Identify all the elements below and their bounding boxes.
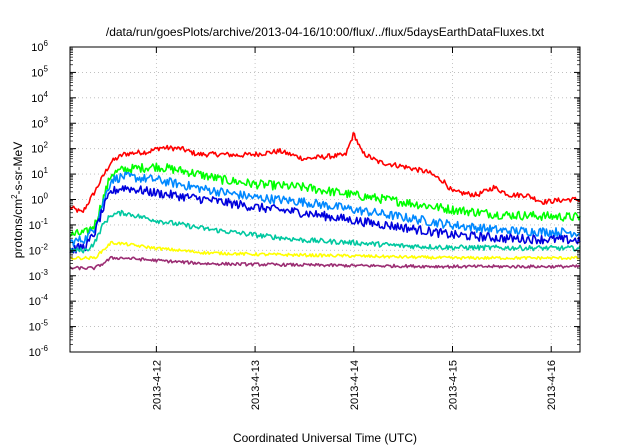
y-tick-base: 10 bbox=[31, 195, 43, 207]
y-tick-base: 10 bbox=[29, 271, 41, 283]
chart-title: /data/run/goesPlots/archive/2013-04-16/1… bbox=[106, 25, 545, 39]
x-axis-title: Coordinated Universal Time (UTC) bbox=[233, 431, 417, 445]
y-tick-exponent: -3 bbox=[41, 268, 49, 277]
y-tick-base: 10 bbox=[29, 245, 41, 257]
series-line-4 bbox=[69, 209, 581, 254]
y-tick-label: 10-6 bbox=[29, 344, 49, 359]
y-tick-label: 100 bbox=[31, 192, 48, 207]
y-tick-base: 10 bbox=[31, 169, 43, 181]
y-tick-base: 10 bbox=[29, 296, 41, 308]
y-tick-label: 10-4 bbox=[29, 293, 49, 308]
y-tick-label: 10-5 bbox=[29, 319, 49, 334]
series-line-0 bbox=[69, 132, 581, 213]
y-tick-base: 10 bbox=[31, 144, 43, 156]
y-axis-title-prefix: protons/cm bbox=[11, 199, 25, 258]
y-tick-base: 10 bbox=[31, 42, 43, 54]
series-line-2 bbox=[69, 171, 581, 247]
series-line-1 bbox=[69, 162, 581, 238]
y-tick-label: 103 bbox=[31, 115, 48, 130]
x-tick-label: 2013-4-16 bbox=[546, 360, 558, 410]
y-tick-base: 10 bbox=[29, 220, 41, 232]
y-tick-base: 10 bbox=[29, 347, 41, 359]
axis-ticks: 10610510410310210110010-110-210-310-410-… bbox=[29, 39, 580, 410]
y-tick-label: 102 bbox=[31, 141, 48, 156]
y-tick-base: 10 bbox=[29, 322, 41, 334]
grid-lines bbox=[70, 46, 580, 353]
series-line-6 bbox=[69, 255, 581, 271]
series-line-5 bbox=[69, 240, 581, 261]
y-tick-label: 10-2 bbox=[29, 242, 49, 257]
x-tick-label: 2013-4-13 bbox=[250, 360, 262, 410]
y-tick-label: 10-3 bbox=[29, 268, 49, 283]
y-tick-label: 105 bbox=[31, 64, 48, 79]
y-tick-base: 10 bbox=[31, 93, 43, 105]
y-axis-title-suffix: -s-sr-MeV bbox=[11, 142, 25, 195]
y-tick-exponent: -5 bbox=[41, 319, 49, 328]
x-tick-label: 2013-4-15 bbox=[448, 360, 460, 410]
y-axis-title-sup: 2 bbox=[10, 194, 19, 199]
y-tick-label: 104 bbox=[31, 90, 48, 105]
y-tick-exponent: -4 bbox=[41, 293, 49, 302]
series-line-3 bbox=[69, 185, 581, 254]
series-layer bbox=[69, 132, 581, 271]
y-tick-label: 101 bbox=[31, 166, 48, 181]
y-axis-title: protons/cm2-s-sr-MeV bbox=[10, 142, 25, 258]
y-tick-exponent: 1 bbox=[44, 166, 49, 175]
y-tick-exponent: 6 bbox=[44, 39, 49, 48]
y-tick-base: 10 bbox=[31, 67, 43, 79]
y-tick-exponent: 4 bbox=[44, 90, 49, 99]
y-tick-exponent: 3 bbox=[44, 115, 49, 124]
y-tick-label: 10-1 bbox=[29, 217, 49, 232]
x-tick-label: 2013-4-12 bbox=[151, 360, 163, 410]
y-tick-exponent: 2 bbox=[44, 141, 49, 150]
y-tick-exponent: -2 bbox=[41, 242, 49, 251]
y-tick-exponent: 0 bbox=[44, 192, 49, 201]
y-tick-exponent: -1 bbox=[41, 217, 49, 226]
y-tick-label: 106 bbox=[31, 39, 48, 54]
y-tick-exponent: -6 bbox=[41, 344, 49, 353]
y-tick-base: 10 bbox=[31, 118, 43, 130]
y-tick-exponent: 5 bbox=[44, 64, 49, 73]
x-tick-label: 2013-4-14 bbox=[349, 360, 361, 410]
